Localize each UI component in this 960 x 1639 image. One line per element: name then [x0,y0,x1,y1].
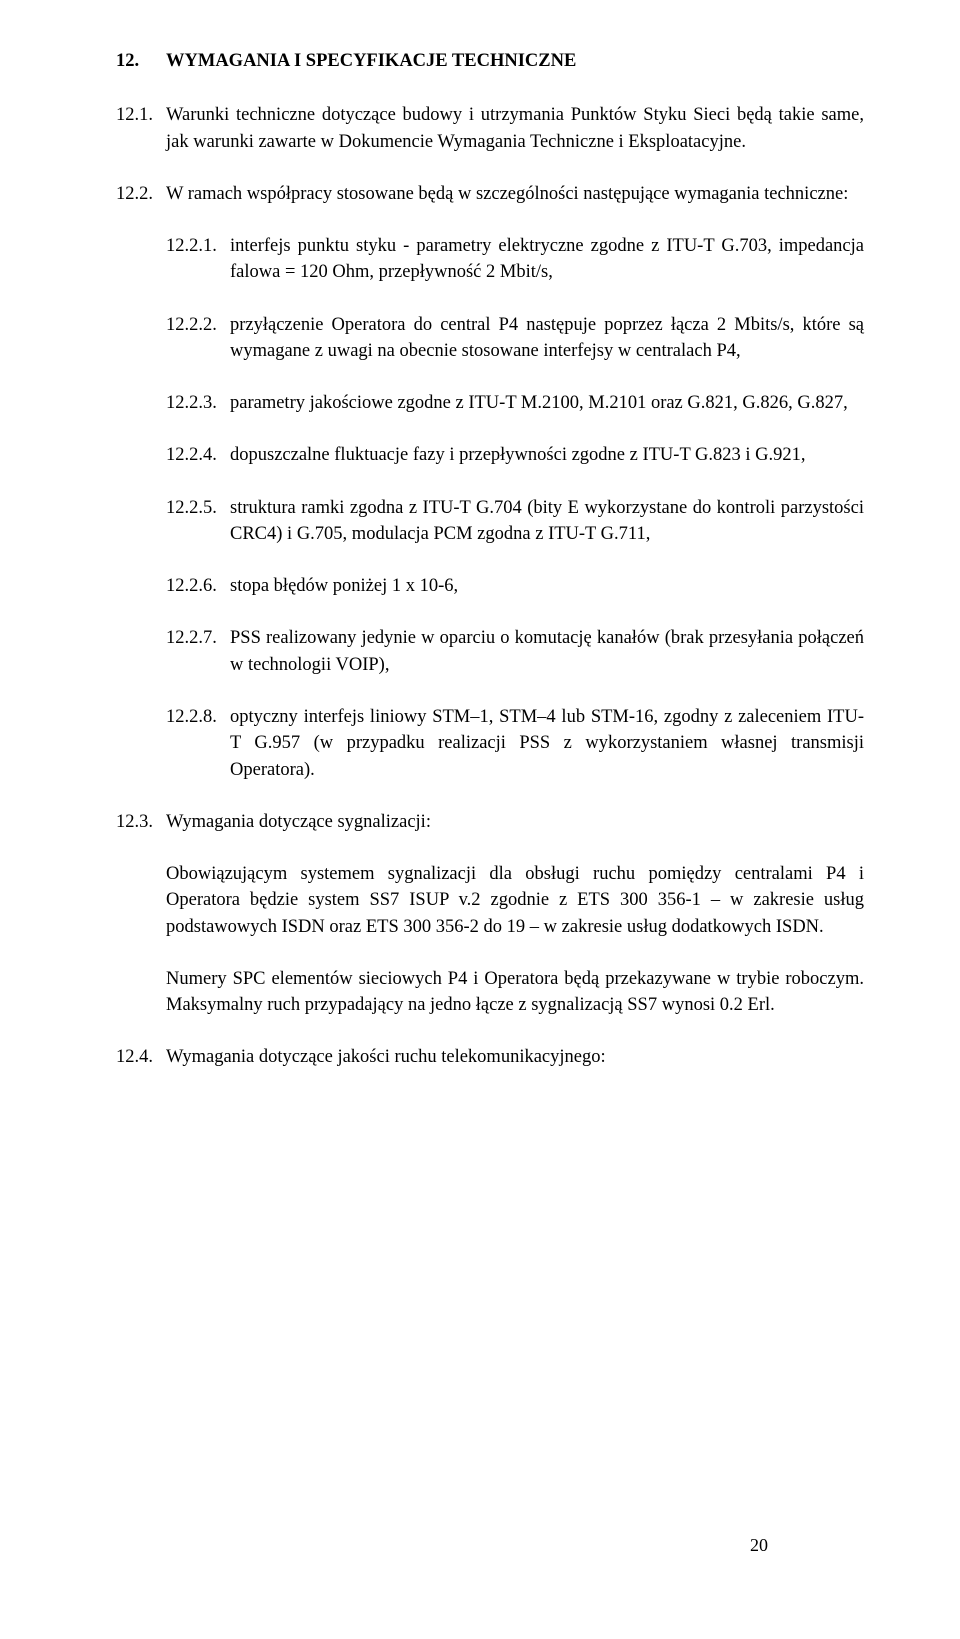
item-12-2-4: 12.2.4. dopuszczalne fluktuacje fazy i p… [166,442,864,468]
item-text: Wymagania dotyczące jakości ruchu teleko… [166,1044,864,1070]
heading-number: 12. [116,48,166,74]
item-text: interfejs punktu styku - parametry elekt… [230,233,864,286]
item-12-3: 12.3. Wymagania dotyczące sygnalizacji: [116,809,864,835]
item-text: parametry jakościowe zgodne z ITU-T M.21… [230,390,864,416]
paragraph: Numery SPC elementów sieciowych P4 i Ope… [166,966,864,1019]
item-12-2-8: 12.2.8. optyczny interfejs liniowy STM–1… [166,704,864,783]
item-12-2-1: 12.2.1. interfejs punktu styku - paramet… [166,233,864,286]
item-text: stopa błędów poniżej 1 x 10-6, [230,573,864,599]
item-number: 12.1. [116,102,166,155]
item-number: 12.2.4. [166,442,230,468]
paragraph: Obowiązującym systemem sygnalizacji dla … [166,861,864,940]
item-text: przyłączenie Operatora do central P4 nas… [230,312,864,365]
item-number: 12.2.6. [166,573,230,599]
item-number: 12.2.2. [166,312,230,365]
page-number: 20 [750,1533,768,1559]
item-text: W ramach współpracy stosowane będą w szc… [166,181,864,207]
item-number: 12.2.7. [166,625,230,678]
item-12-2-2: 12.2.2. przyłączenie Operatora do centra… [166,312,864,365]
item-text: Warunki techniczne dotyczące budowy i ut… [166,102,864,155]
item-text: struktura ramki zgodna z ITU-T G.704 (bi… [230,495,864,548]
item-number: 12.2.1. [166,233,230,286]
item-text: Wymagania dotyczące sygnalizacji: [166,809,864,835]
item-number: 12.3. [116,809,166,835]
item-text: dopuszczalne fluktuacje fazy i przepływn… [230,442,864,468]
item-text: PSS realizowany jedynie w oparciu o komu… [230,625,864,678]
item-12-2-3: 12.2.3. parametry jakościowe zgodne z IT… [166,390,864,416]
item-12-2: 12.2. W ramach współpracy stosowane będą… [116,181,864,207]
item-12-2-5: 12.2.5. struktura ramki zgodna z ITU-T G… [166,495,864,548]
item-number: 12.4. [116,1044,166,1070]
item-12-2-7: 12.2.7. PSS realizowany jedynie w oparci… [166,625,864,678]
item-12-4: 12.4. Wymagania dotyczące jakości ruchu … [116,1044,864,1070]
item-12-2-6: 12.2.6. stopa błędów poniżej 1 x 10-6, [166,573,864,599]
item-number: 12.2.8. [166,704,230,783]
item-12-1: 12.1. Warunki techniczne dotyczące budow… [116,102,864,155]
item-number: 12.2.5. [166,495,230,548]
item-text: optyczny interfejs liniowy STM–1, STM–4 … [230,704,864,783]
heading-title: WYMAGANIA I SPECYFIKACJE TECHNICZNE [166,48,576,74]
item-number: 12.2.3. [166,390,230,416]
section-heading: 12. WYMAGANIA I SPECYFIKACJE TECHNICZNE [116,48,864,74]
item-number: 12.2. [116,181,166,207]
